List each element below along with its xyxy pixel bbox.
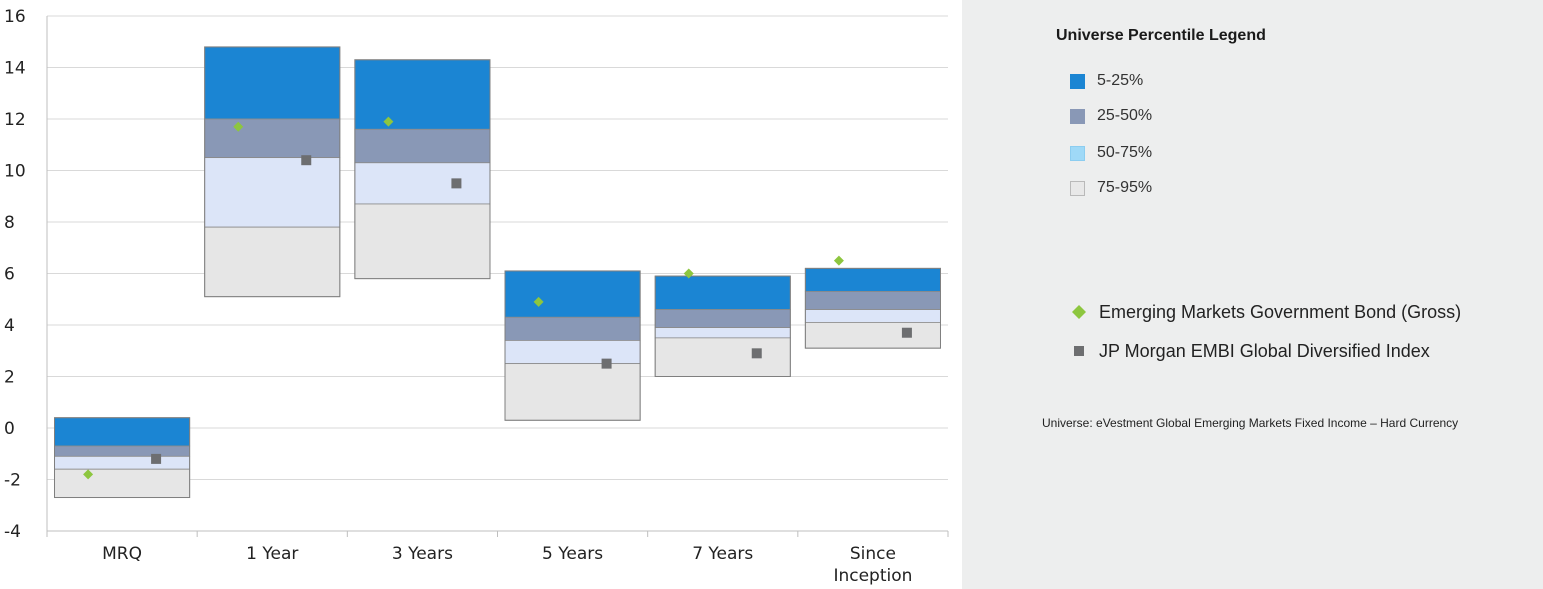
legend-swatch-5-25 xyxy=(1070,73,1085,89)
fund-marker-diamond xyxy=(833,255,844,266)
x-tick-label: Since xyxy=(850,544,896,564)
legend-title: Universe Percentile Legend xyxy=(1056,27,1266,44)
percentile-bars xyxy=(54,46,941,499)
benchmark-marker-square xyxy=(751,348,762,359)
fund-marker-diamond xyxy=(533,296,544,307)
bar-outline xyxy=(504,270,641,421)
bar-segment-75-95 xyxy=(504,363,641,421)
bar-outline xyxy=(354,59,491,280)
bar-segment-25-50 xyxy=(804,291,941,310)
series-markers xyxy=(83,116,912,480)
legend-band-5-25: 5-25% xyxy=(1070,70,1143,92)
legend-series-benchmark: JP Morgan EMBI Global Diversified Index xyxy=(1070,339,1430,363)
bar-outline xyxy=(804,267,941,349)
bar-segment-25-50 xyxy=(354,128,491,164)
gridlines xyxy=(47,15,948,480)
legend-series-label: Emerging Markets Government Bond (Gross) xyxy=(1099,301,1462,322)
legend-swatch-75-95 xyxy=(1070,180,1085,196)
y-tick-label: -4 xyxy=(4,522,21,542)
bar-segment-75-95 xyxy=(804,322,941,349)
bar-segment-50-75 xyxy=(654,327,791,339)
legend-band-label: 50-75% xyxy=(1097,144,1153,161)
bar-segment-75-95 xyxy=(654,337,791,377)
fund-marker-diamond xyxy=(83,469,94,480)
y-tick-label: 10 xyxy=(4,162,26,182)
benchmark-marker-square xyxy=(451,178,462,189)
legend-swatch-25-50 xyxy=(1070,108,1085,124)
y-tick-label: 8 xyxy=(4,213,15,233)
universe-note: Universe: eVestment Global Emerging Mark… xyxy=(1042,416,1459,430)
y-tick-label: 14 xyxy=(4,59,26,79)
x-tick-labels: MRQ 1 Year 3 Years 5 Years 7 Years SinceIncep… xyxy=(102,544,912,586)
y-tick-label: -2 xyxy=(4,471,21,491)
chart-area: 16 14 12 10 8 6 4 2 0 -2 -4 MRQ 1 Year 3 Years 5 Year… xyxy=(4,7,949,586)
x-tick-label: Inception xyxy=(833,566,912,586)
x-tick-label: 5 Years xyxy=(542,544,603,564)
floating-bar-chart: 16 14 12 10 8 6 4 2 0 -2 -4 MRQ 1 Year 3 Years 5 Year… xyxy=(4,7,949,586)
benchmark-marker-square xyxy=(901,327,912,338)
bar-segment-25-50 xyxy=(504,316,641,341)
bar-segment-5-25 xyxy=(204,46,341,120)
legend-series-fund: Emerging Markets Government Bond (Gross) xyxy=(1070,300,1461,324)
legend-band-label: 5-25% xyxy=(1097,72,1144,89)
legend-series-label: JP Morgan EMBI Global Diversified Index xyxy=(1099,340,1430,361)
bar-segment-25-50 xyxy=(654,309,791,328)
x-tick-label: 3 Years xyxy=(392,544,453,564)
legend-band-25-50: 25-50% xyxy=(1070,105,1152,127)
diamond-icon xyxy=(1070,303,1088,321)
benchmark-marker-square xyxy=(301,155,312,166)
legend-swatch-50-75 xyxy=(1070,145,1085,161)
bar-segment-50-75 xyxy=(504,340,641,365)
y-tick-label: 4 xyxy=(4,316,15,336)
square-icon xyxy=(1070,342,1088,360)
y-tick-label: 16 xyxy=(4,7,26,27)
bar-outline xyxy=(204,46,341,298)
bar-segment-75-95 xyxy=(354,203,491,280)
bar-outline xyxy=(654,275,791,378)
x-tick-label: MRQ xyxy=(102,544,142,564)
fund-marker-diamond xyxy=(233,121,244,132)
legend-band-50-75: 50-75% xyxy=(1070,142,1152,164)
y-tick-label: 12 xyxy=(4,110,26,130)
bar-segment-75-95 xyxy=(54,468,191,498)
bar-segment-5-25 xyxy=(804,267,941,292)
x-tick-label: 7 Years xyxy=(692,544,753,564)
bar-segment-50-75 xyxy=(354,162,491,205)
y-tick-label: 6 xyxy=(4,265,15,285)
y-tick-labels: 16 14 12 10 8 6 4 2 0 -2 -4 xyxy=(4,7,26,542)
bar-segment-50-75 xyxy=(204,157,341,228)
bar-segment-25-50 xyxy=(204,118,341,159)
benchmark-marker-square xyxy=(601,358,612,369)
bar-outline xyxy=(54,417,191,499)
x-tick-label: 1 Year xyxy=(246,544,298,564)
bar-segment-5-25 xyxy=(504,270,641,318)
legend-band-label: 75-95% xyxy=(1097,179,1153,196)
bar-segment-50-75 xyxy=(804,309,941,323)
fund-marker-diamond xyxy=(683,268,694,279)
y-tick-label: 2 xyxy=(4,368,15,388)
legend-band-label: 25-50% xyxy=(1097,107,1153,124)
legend-panel: Universe Percentile Legend 5-25% 25-50% … xyxy=(962,0,1543,589)
bar-segment-75-95 xyxy=(204,226,341,298)
legend-band-75-95: 75-95% xyxy=(1070,177,1152,199)
axes xyxy=(46,16,949,537)
bar-segment-50-75 xyxy=(54,455,191,470)
bar-segment-5-25 xyxy=(354,59,491,130)
fund-marker-diamond xyxy=(383,116,394,127)
bar-segment-5-25 xyxy=(54,417,191,447)
bar-segment-25-50 xyxy=(54,445,191,457)
benchmark-marker-square xyxy=(151,453,162,464)
y-tick-label: 0 xyxy=(4,419,15,439)
bar-segment-5-25 xyxy=(654,275,791,310)
